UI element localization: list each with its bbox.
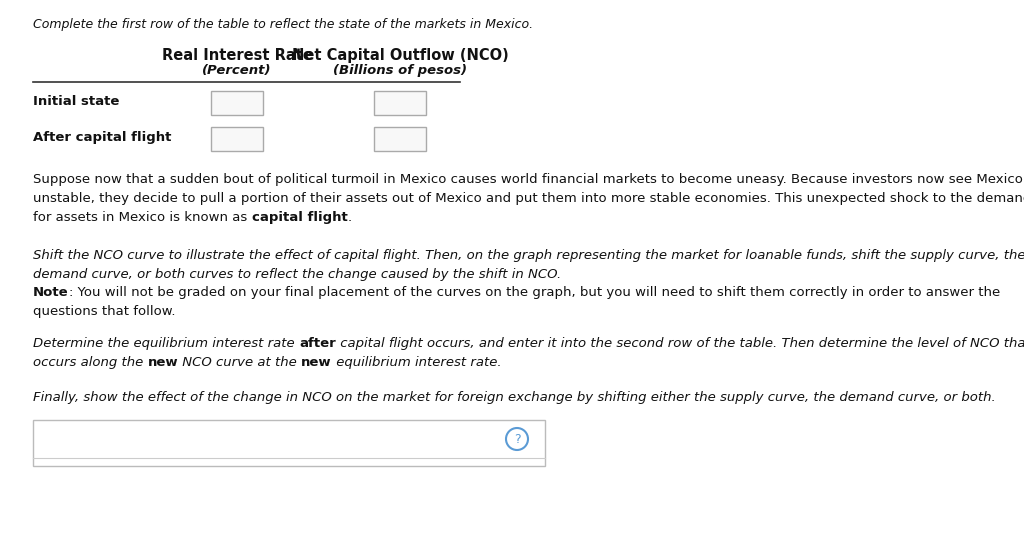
Text: new: new	[301, 356, 332, 369]
Text: (Percent): (Percent)	[203, 64, 271, 77]
Text: Determine the equilibrium interest rate: Determine the equilibrium interest rate	[33, 337, 299, 350]
Text: Initial state: Initial state	[33, 95, 120, 108]
Text: equilibrium interest rate.: equilibrium interest rate.	[332, 356, 502, 369]
Text: (Billions of pesos): (Billions of pesos)	[333, 64, 467, 77]
Text: ?: ?	[514, 433, 520, 446]
Text: NCO curve at the: NCO curve at the	[178, 356, 301, 369]
Text: Net Capital Outflow (NCO): Net Capital Outflow (NCO)	[292, 48, 508, 63]
Text: .: .	[347, 211, 351, 224]
Text: Real Interest Rate: Real Interest Rate	[162, 48, 312, 63]
Text: unstable, they decide to pull a portion of their assets out of Mexico and put th: unstable, they decide to pull a portion …	[33, 192, 1024, 205]
Bar	[33, 420, 545, 466]
Text: Suppose now that a sudden bout of political turmoil in Mexico causes world finan: Suppose now that a sudden bout of politi…	[33, 173, 1024, 186]
Text: demand curve, or both curves to reflect the change caused by the shift in NCO.: demand curve, or both curves to reflect …	[33, 268, 561, 281]
Text: Complete the first row of the table to reflect the state of the markets in Mexic: Complete the first row of the table to r…	[33, 18, 534, 31]
Bar	[211, 91, 263, 115]
Bar	[211, 127, 263, 151]
Text: after: after	[299, 337, 336, 350]
Text: Note: Note	[33, 286, 69, 299]
Text: capital flight: capital flight	[252, 211, 347, 224]
Text: After capital flight: After capital flight	[33, 131, 171, 144]
Bar	[374, 91, 426, 115]
Text: Finally, show the effect of the change in NCO on the market for foreign exchange: Finally, show the effect of the change i…	[33, 391, 995, 404]
Text: Shift the NCO curve to illustrate the effect of capital flight. Then, on the gra: Shift the NCO curve to illustrate the ef…	[33, 249, 1024, 262]
Bar	[374, 127, 426, 151]
Text: new: new	[147, 356, 178, 369]
Text: capital flight occurs, and enter it into the second row of the table. Then deter: capital flight occurs, and enter it into…	[336, 337, 1024, 350]
Text: occurs along the: occurs along the	[33, 356, 147, 369]
Text: for assets in Mexico is known as: for assets in Mexico is known as	[33, 211, 252, 224]
Text: questions that follow.: questions that follow.	[33, 305, 175, 318]
Text: : You will not be graded on your final placement of the curves on the graph, but: : You will not be graded on your final p…	[69, 286, 999, 299]
